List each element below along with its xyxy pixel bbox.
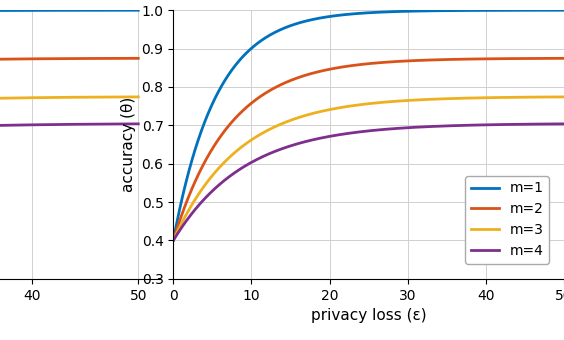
m=3	[561, 95, 564, 99]
Y-axis label: accuracy (θ): accuracy (θ)	[121, 97, 136, 192]
Line: m=3: m=3	[173, 97, 564, 240]
m=1	[478, 8, 484, 13]
m=1	[549, 8, 556, 12]
m=2	[561, 56, 564, 61]
m=3	[549, 95, 556, 99]
m=2	[190, 184, 197, 188]
m=4	[549, 122, 556, 126]
m=1	[170, 238, 177, 242]
m=2	[350, 64, 356, 68]
m=2	[549, 56, 556, 61]
X-axis label: privacy loss (ε): privacy loss (ε)	[311, 308, 426, 323]
m=2	[549, 56, 556, 61]
m=1	[190, 154, 197, 158]
m=4	[350, 131, 356, 135]
m=3	[360, 102, 367, 106]
Line: m=4: m=4	[173, 124, 564, 240]
Line: m=2: m=2	[173, 58, 564, 240]
m=4	[190, 210, 197, 214]
m=4	[360, 130, 367, 134]
m=1	[360, 11, 367, 15]
m=3	[170, 238, 177, 242]
m=4	[478, 123, 484, 127]
m=2	[170, 238, 177, 242]
m=3	[549, 95, 556, 99]
m=4	[561, 122, 564, 126]
m=3	[190, 201, 197, 205]
m=1	[350, 12, 356, 16]
Legend: m=1, m=2, m=3, m=4: m=1, m=2, m=3, m=4	[465, 176, 549, 264]
m=3	[350, 104, 356, 108]
m=2	[360, 62, 367, 66]
Line: m=1: m=1	[173, 10, 564, 240]
m=4	[170, 238, 177, 242]
m=3	[478, 96, 484, 100]
m=2	[478, 57, 484, 61]
m=4	[549, 122, 556, 126]
m=1	[549, 8, 556, 12]
m=1	[561, 8, 564, 12]
